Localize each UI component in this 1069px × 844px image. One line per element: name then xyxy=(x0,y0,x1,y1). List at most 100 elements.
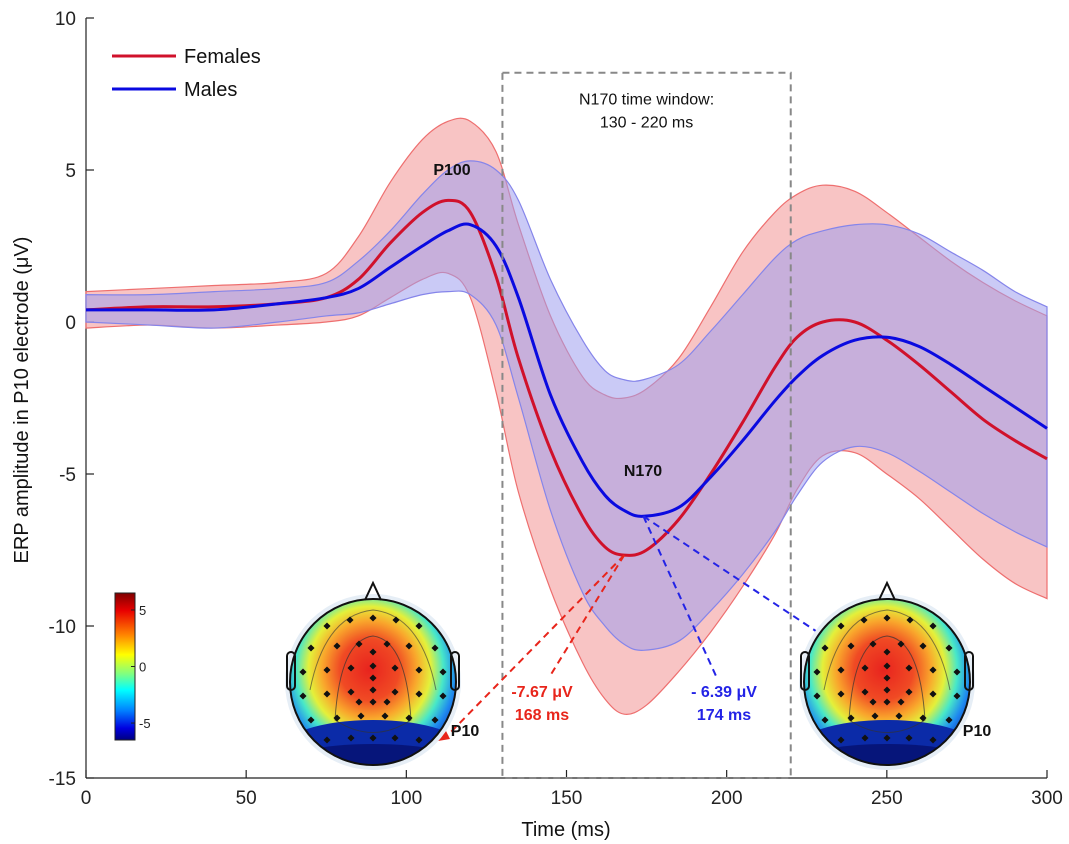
electrode-marker xyxy=(405,714,413,722)
males-confidence-band xyxy=(85,160,1048,651)
electrode-marker xyxy=(439,692,447,700)
electrode-label-left: P10 xyxy=(451,723,480,740)
electrode-marker xyxy=(347,688,355,696)
x-tick-label: 250 xyxy=(871,788,903,809)
electrode-marker xyxy=(906,616,914,624)
electrode-marker xyxy=(895,712,903,720)
electrode-marker xyxy=(837,690,845,698)
electrode-marker xyxy=(333,714,341,722)
electrode-marker xyxy=(391,664,399,672)
electrode-marker xyxy=(383,698,391,706)
legend-label-females: Females xyxy=(184,46,261,68)
electrode-marker xyxy=(299,668,307,676)
electrode-marker xyxy=(919,714,927,722)
electrode-marker xyxy=(369,648,377,656)
electrode-marker xyxy=(347,664,355,672)
male-peak-time: 174 ms xyxy=(697,707,751,724)
x-tick-label: 0 xyxy=(81,788,92,809)
electrode-marker xyxy=(369,734,377,742)
electrode-marker xyxy=(871,712,879,720)
electrode-marker xyxy=(869,640,877,648)
x-tick-label: 200 xyxy=(711,788,743,809)
females-mean-line xyxy=(85,198,1048,557)
y-ticks: -15 -10 -5 0 5 10 xyxy=(49,9,94,790)
electrode-marker xyxy=(837,736,845,744)
electrode-marker xyxy=(355,698,363,706)
electrode-marker xyxy=(415,736,423,744)
y-axis-title: ERP amplitude in P10 electrode (μV) xyxy=(11,237,33,564)
electrode-marker xyxy=(355,640,363,648)
y-tick-label: -10 xyxy=(49,617,76,638)
electrode-marker xyxy=(883,614,891,622)
electrode-marker xyxy=(307,644,315,652)
y-tick-label: 10 xyxy=(55,9,76,30)
electrode-marker xyxy=(929,666,937,674)
electrode-marker xyxy=(945,644,953,652)
electrode-marker xyxy=(415,666,423,674)
n170-window-label-line1: N170 time window: xyxy=(579,92,714,109)
y-tick-label: -5 xyxy=(59,465,76,486)
y-tick-label: 0 xyxy=(65,313,76,334)
topomap-females xyxy=(285,580,461,770)
electrode-label-right: P10 xyxy=(963,723,992,740)
colorbar-ticks: 5 0 -5 xyxy=(131,603,151,731)
males-mean-line xyxy=(86,222,1048,518)
electrode-marker xyxy=(392,616,400,624)
female-pointer-arrowhead xyxy=(438,731,450,741)
n170-window-label-line2: 130 - 220 ms xyxy=(600,115,693,132)
electrode-marker xyxy=(905,664,913,672)
electrode-marker xyxy=(383,640,391,648)
male-peak-value: - 6.39 μV xyxy=(691,684,757,701)
topomap-males xyxy=(799,580,975,770)
y-tick-label: 5 xyxy=(65,161,76,182)
electrode-marker xyxy=(369,614,377,622)
female-peak-pointer-to-topomap xyxy=(445,554,625,738)
electrode-marker xyxy=(861,734,869,742)
electrode-marker xyxy=(347,734,355,742)
electrode-marker xyxy=(945,716,953,724)
electrode-marker xyxy=(883,648,891,656)
electrode-marker xyxy=(883,734,891,742)
electrode-marker xyxy=(391,688,399,696)
x-tick-label: 50 xyxy=(236,788,257,809)
electrode-marker xyxy=(307,716,315,724)
electrode-marker xyxy=(369,686,377,694)
electrode-marker xyxy=(860,616,868,624)
electrode-marker xyxy=(861,664,869,672)
electrode-marker xyxy=(357,712,365,720)
electrode-marker xyxy=(405,642,413,650)
legend: Females Males xyxy=(112,46,261,101)
electrode-marker xyxy=(333,642,341,650)
electrode-marker xyxy=(929,736,937,744)
electrode-marker xyxy=(381,712,389,720)
electrode-marker xyxy=(821,716,829,724)
electrode-marker xyxy=(897,698,905,706)
electrode-marker xyxy=(346,616,354,624)
electrode-marker xyxy=(323,666,331,674)
electrode-marker xyxy=(897,640,905,648)
electrode-marker xyxy=(813,692,821,700)
female-peak-time: 168 ms xyxy=(515,707,569,724)
electrode-marker xyxy=(821,644,829,652)
x-tick-label: 150 xyxy=(551,788,583,809)
electrode-marker xyxy=(869,698,877,706)
electrode-marker xyxy=(883,662,891,670)
electrode-marker xyxy=(369,698,377,706)
electrode-marker xyxy=(861,688,869,696)
electrode-marker xyxy=(847,642,855,650)
p100-label: P100 xyxy=(433,162,470,179)
male-peak-pointer-to-value xyxy=(642,515,717,677)
electrode-marker xyxy=(837,666,845,674)
electrode-marker xyxy=(883,674,891,682)
electrode-marker xyxy=(323,622,331,630)
electrode-marker xyxy=(323,736,331,744)
colorbar-tick-label: 0 xyxy=(139,660,146,675)
legend-label-males: Males xyxy=(184,79,237,101)
electrode-marker xyxy=(431,644,439,652)
electrode-marker xyxy=(813,668,821,676)
x-tick-label: 100 xyxy=(390,788,422,809)
electrode-marker xyxy=(919,642,927,650)
electrode-marker xyxy=(369,674,377,682)
electrode-marker xyxy=(929,622,937,630)
